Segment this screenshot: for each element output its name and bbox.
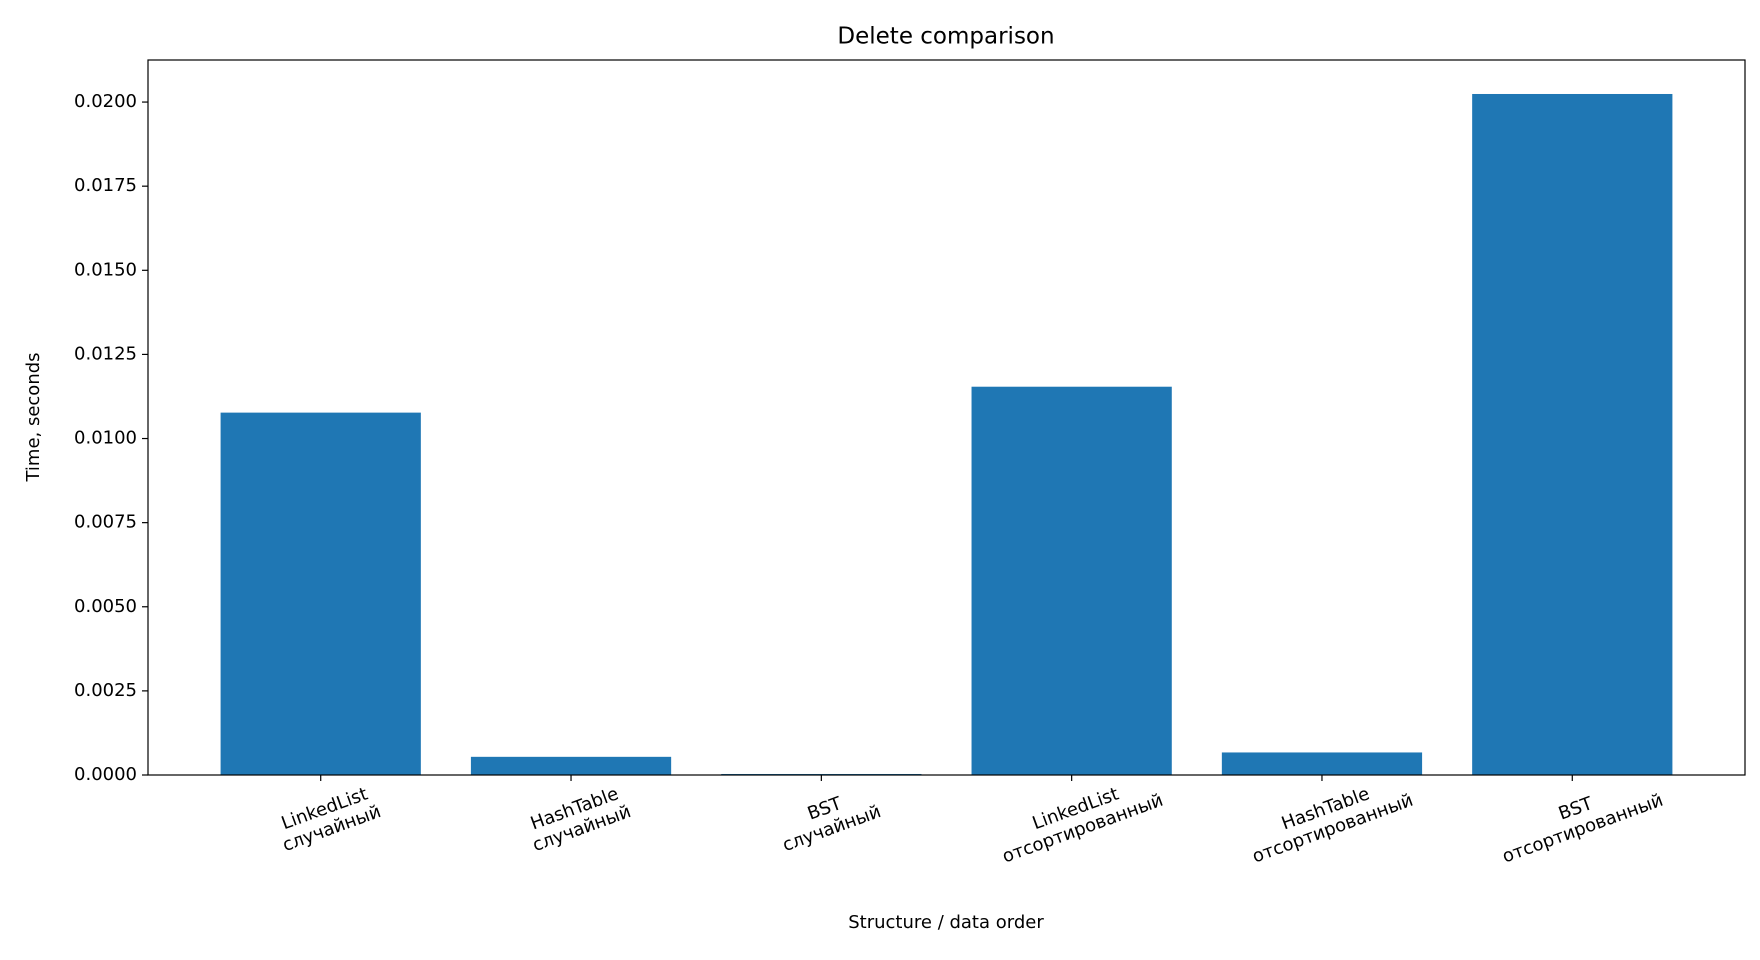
plot-frame bbox=[147, 59, 1746, 776]
chart-title: Delete comparison bbox=[837, 24, 1054, 50]
y-tick-label: 0.0000 bbox=[74, 764, 137, 785]
y-tick-label: 0.0025 bbox=[74, 680, 137, 701]
bar bbox=[971, 386, 1172, 775]
bar bbox=[220, 412, 421, 775]
y-tick-label: 0.0150 bbox=[74, 259, 137, 280]
y-tick-label: 0.0175 bbox=[74, 175, 137, 196]
y-tick-label: 0.0200 bbox=[74, 91, 137, 112]
y-tick-label: 0.0100 bbox=[74, 428, 137, 449]
bar bbox=[1472, 93, 1673, 776]
y-tick-label: 0.0125 bbox=[74, 343, 137, 364]
bar bbox=[1221, 752, 1423, 775]
y-tick-label: 0.0075 bbox=[74, 512, 137, 533]
x-axis-label: Structure / data order bbox=[848, 912, 1044, 933]
y-axis-label: Time, seconds bbox=[23, 352, 44, 482]
y-tick-label: 0.0050 bbox=[74, 596, 137, 617]
bar bbox=[470, 756, 672, 775]
